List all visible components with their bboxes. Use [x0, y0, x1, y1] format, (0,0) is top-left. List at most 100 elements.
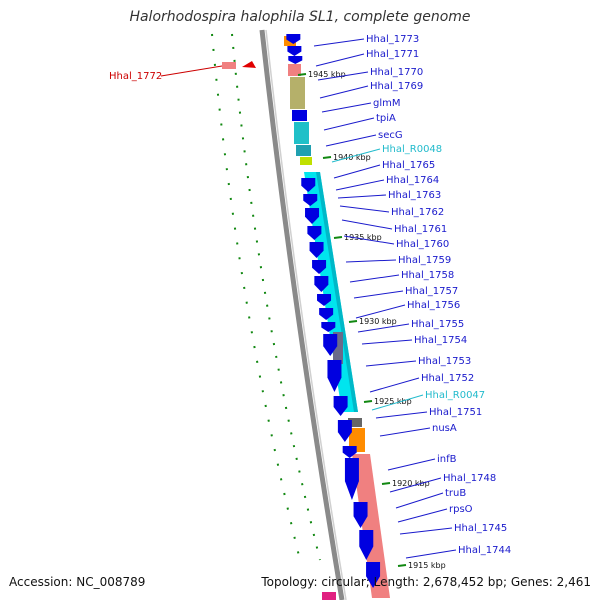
gene-label-hhal_1754[interactable]: Hhal_1754 [414, 335, 467, 346]
gene-label-hhal_1773[interactable]: Hhal_1773 [366, 34, 419, 45]
gene-leader-line [365, 360, 417, 367]
gene-leader-line [371, 394, 424, 411]
gene-label-hhal_1765[interactable]: Hhal_1765 [382, 160, 435, 171]
teal-block[interactable] [294, 122, 309, 144]
gene-leader-line [353, 290, 404, 299]
kbp-tick-mark [348, 320, 358, 323]
gene-label-hhal_1752[interactable]: Hhal_1752 [421, 373, 474, 384]
gene-label-hhal_1756[interactable]: Hhal_1756 [407, 300, 460, 311]
reverse-gene-arrow[interactable] [242, 61, 256, 68]
cds-arrow[interactable] [323, 334, 338, 356]
cds-arrow[interactable] [337, 420, 352, 442]
kbp-tick-mark [322, 156, 332, 159]
cds-arrow[interactable] [307, 226, 322, 240]
gene-label-hhal_1759[interactable]: Hhal_1759 [398, 255, 451, 266]
gene-label-hhal_1761[interactable]: Hhal_1761 [394, 224, 447, 235]
gene-leader-line [325, 134, 377, 147]
gene-leader-line [387, 458, 436, 471]
gene-leader-line [319, 85, 369, 99]
cds-arrow[interactable] [327, 360, 342, 392]
gray-block[interactable] [333, 332, 343, 364]
cds-arrow[interactable] [359, 530, 374, 560]
gene-label-secg[interactable]: secG [378, 130, 403, 141]
gene-label-hhal_1763[interactable]: Hhal_1763 [388, 190, 441, 201]
cds-arrow[interactable] [366, 562, 381, 588]
gene-leader-line [341, 219, 393, 230]
reverse-gene-leader-line [160, 65, 223, 77]
gene-label-infb[interactable]: infB [437, 454, 457, 465]
salmon-block[interactable] [288, 64, 301, 76]
kbp-tick-label: 1915 kbp [408, 561, 446, 570]
gene-label-hhal_1758[interactable]: Hhal_1758 [401, 270, 454, 281]
gene-leader-line [343, 235, 395, 245]
gene-labels: Hhal_1773 Hhal_1771 Hhal_1770 Hhal_1769 glmM… [109, 34, 511, 559]
lime-block[interactable] [300, 157, 312, 165]
gene-leader-line [349, 274, 400, 283]
kbp-tick-mark [333, 236, 343, 239]
magenta-block[interactable] [322, 592, 336, 600]
cds-arrow[interactable] [301, 178, 316, 192]
cds-arrow[interactable] [321, 322, 336, 332]
gene-label-hhal_1753[interactable]: Hhal_1753 [418, 356, 471, 367]
cds-arrow[interactable] [312, 260, 327, 274]
gene-leader-line [323, 117, 375, 131]
cds-arrows [286, 34, 381, 588]
gene-leader-line [355, 304, 406, 319]
gene-label-nusa[interactable]: nusA [432, 423, 457, 434]
cds-arrow[interactable] [317, 294, 332, 306]
gene-label-hhal_1762[interactable]: Hhal_1762 [391, 207, 444, 218]
gene-label-trub[interactable]: truB [445, 488, 466, 499]
gene-leader-line [389, 477, 442, 493]
gene-label-hhal_1755[interactable]: Hhal_1755 [411, 319, 464, 330]
gray-block-2[interactable] [348, 418, 362, 427]
gene-label-hhal_1744[interactable]: Hhal_1744 [458, 545, 511, 556]
gene-leader-line [405, 549, 457, 559]
gene-label-hhal_1751[interactable]: Hhal_1751 [429, 407, 482, 418]
gene-label-hhal_1772[interactable]: Hhal_1772 [109, 71, 162, 82]
cds-arrow[interactable] [305, 208, 320, 224]
cds-arrow[interactable] [314, 276, 329, 292]
gene-label-hhal_1771[interactable]: Hhal_1771 [366, 49, 419, 60]
gene-leader-line [379, 427, 431, 437]
cds-arrow[interactable] [344, 458, 359, 500]
gene-label-hhal_1769[interactable]: Hhal_1769 [370, 81, 423, 92]
cds-arrow[interactable] [319, 308, 334, 320]
salmon-block-2[interactable] [352, 454, 390, 598]
kbp-ticks: 1945 kbp 1940 kbp 1935 kbp 1930 kbp 1925 kbp… [297, 70, 446, 570]
gene-label-hhal_r0047[interactable]: Hhal_R0047 [425, 390, 485, 401]
genome-info-text: Topology: circular; Length: 2,678,452 bp… [261, 575, 591, 589]
gene-label-hhal_1745[interactable]: Hhal_1745 [454, 523, 507, 534]
gene-leader-line [369, 377, 420, 393]
cds-arrow[interactable] [287, 46, 302, 56]
kbp-tick-label: 1920 kbp [392, 479, 430, 488]
gene-label-hhal_r0048[interactable]: Hhal_R0048 [382, 144, 442, 155]
blue-block[interactable] [292, 110, 307, 121]
gene-leader-line [321, 102, 372, 113]
kbp-tick-mark [381, 482, 391, 485]
gene-label-glmm[interactable]: glmM [373, 98, 401, 109]
cds-arrow[interactable] [342, 446, 357, 458]
olive-block[interactable] [290, 77, 305, 109]
cds-arrow[interactable] [353, 502, 368, 528]
gene-label-hhal_1748[interactable]: Hhal_1748 [443, 473, 496, 484]
gene-label-hhal_1760[interactable]: Hhal_1760 [396, 239, 449, 250]
outer-guide-arc [211, 33, 301, 561]
teal-block-2[interactable] [296, 145, 311, 156]
cds-arrow[interactable] [333, 396, 348, 416]
kbp-tick-label: 1940 kbp [333, 153, 371, 162]
cds-arrow[interactable] [309, 242, 324, 258]
gene-label-hhal_1770[interactable]: Hhal_1770 [370, 67, 423, 78]
cyan-block-edge [316, 172, 358, 412]
gene-label-hhal_1764[interactable]: Hhal_1764 [386, 175, 439, 186]
reverse-gene-block[interactable] [222, 62, 236, 69]
gene-label-hhal_1757[interactable]: Hhal_1757 [405, 286, 458, 297]
cds-arrow[interactable] [286, 34, 301, 44]
gene-label-rpso[interactable]: rpsO [449, 504, 473, 515]
gene-leader-line [317, 71, 369, 81]
cds-arrow[interactable] [288, 56, 303, 64]
gene-label-tpia[interactable]: tpiA [376, 113, 396, 124]
cds-arrow[interactable] [303, 194, 318, 206]
kbp-tick-mark [397, 564, 407, 567]
